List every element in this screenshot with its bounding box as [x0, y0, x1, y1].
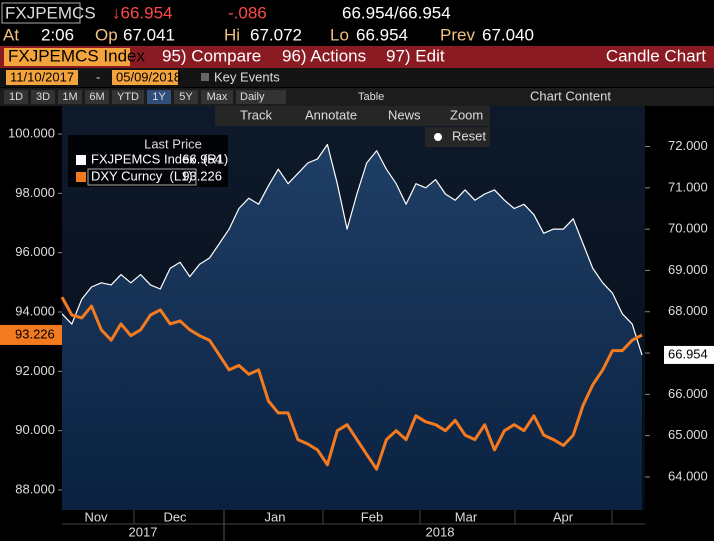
- reset-button[interactable]: [425, 127, 490, 147]
- field-value: 66.954: [356, 25, 408, 44]
- range-separator: -: [96, 69, 100, 84]
- y2-tick-label: 69.000: [668, 262, 708, 277]
- frequency-button[interactable]: [236, 90, 286, 104]
- field-value: 67.040: [482, 25, 534, 44]
- key-events[interactable]: Key Events: [214, 69, 280, 84]
- x-axis-band: [0, 510, 714, 541]
- start-box[interactable]: [6, 70, 78, 85]
- y-tick-label: 96.000: [15, 244, 55, 259]
- menu-bar: [0, 46, 714, 68]
- legend-label: DXY Curncy (L1): [91, 168, 193, 183]
- price-tag: [0, 324, 62, 345]
- legend: [68, 135, 228, 187]
- field-value: 2:06: [41, 25, 74, 44]
- period-label[interactable]: Max: [207, 91, 228, 103]
- period-label[interactable]: 1D: [9, 91, 23, 103]
- year-label: 2017: [129, 524, 158, 539]
- period-button[interactable]: [112, 90, 144, 104]
- y-tick-label: 100.000: [8, 125, 55, 140]
- menu-item[interactable]: 96) Actions: [282, 46, 366, 65]
- y2-tick-label: 66.000: [668, 386, 708, 401]
- legend-swatch: [76, 172, 86, 182]
- x-tick-label: Apr: [553, 509, 574, 524]
- period-button[interactable]: [201, 90, 233, 104]
- tool[interactable]: Annotate: [305, 107, 357, 122]
- legend-value: 93.226: [182, 168, 222, 183]
- y2-tick-label: 70.000: [668, 221, 708, 236]
- legend-title: Last Price: [144, 136, 202, 151]
- chart-content[interactable]: Chart Content: [530, 88, 611, 103]
- period-button[interactable]: [4, 90, 28, 104]
- start-date[interactable]: 11/10/2017: [10, 69, 74, 84]
- field-label: Prev: [440, 25, 475, 44]
- legend-value: 66.954: [182, 151, 222, 166]
- reset-icon[interactable]: [434, 133, 442, 141]
- security[interactable]: FXJPEMCS Index: [8, 46, 145, 65]
- period-label[interactable]: YTD: [117, 91, 139, 103]
- range-bar: [0, 68, 714, 87]
- change: -.086: [228, 3, 267, 22]
- y2-tick-label: 68.000: [668, 303, 708, 318]
- bid-ask: 66.954/66.954: [342, 3, 451, 22]
- ticker: FXJPEMCS: [5, 3, 96, 22]
- period-button[interactable]: [147, 90, 171, 104]
- tool[interactable]: News: [388, 107, 421, 122]
- y-tick-label: 94.000: [15, 303, 55, 318]
- menu-item[interactable]: 97) Edit: [386, 46, 445, 65]
- period-button[interactable]: [174, 90, 198, 104]
- end-date[interactable]: 05/09/2018: [116, 69, 181, 84]
- period-button[interactable]: [58, 90, 82, 104]
- field-label: At: [3, 25, 19, 44]
- field-value: 67.041: [123, 25, 175, 44]
- y2-tick-label: 65.000: [668, 427, 708, 442]
- period-label[interactable]: 5Y: [179, 91, 193, 103]
- menu-item[interactable]: 95) Compare: [162, 46, 261, 65]
- y2-tick-label: 71.000: [668, 179, 708, 194]
- y2-tick-label: 64.000: [668, 468, 708, 483]
- field-label: Op: [95, 25, 118, 44]
- end-box[interactable]: [112, 70, 178, 85]
- reset[interactable]: Reset: [452, 128, 486, 143]
- period-button[interactable]: [31, 90, 55, 104]
- line: [61, 143, 643, 356]
- checkbox[interactable]: [201, 73, 209, 81]
- period-label[interactable]: 3D: [36, 91, 50, 103]
- y2-tick-label: 72.000: [668, 138, 708, 153]
- tool-bar: [215, 106, 490, 126]
- table-button[interactable]: Table: [358, 91, 384, 103]
- y-tick-label: 98.000: [15, 185, 55, 200]
- security-box[interactable]: [4, 48, 130, 66]
- price-tag-label: 93.226: [15, 326, 55, 341]
- x-tick-label: Feb: [361, 509, 383, 524]
- legend-swatch: [76, 155, 86, 165]
- view-name[interactable]: Candle Chart: [606, 46, 706, 65]
- field-value: 67.072: [250, 25, 302, 44]
- x-tick-label: Mar: [455, 509, 478, 524]
- tool[interactable]: Track: [240, 107, 273, 122]
- x-tick-label: Dec: [163, 509, 187, 524]
- price-tag-label: 66.954: [668, 346, 708, 361]
- tool[interactable]: Zoom: [450, 107, 483, 122]
- y-tick-label: 90.000: [15, 422, 55, 437]
- ticker-box: [1, 2, 81, 24]
- frequency[interactable]: Daily: [240, 91, 265, 103]
- price-tag: [664, 345, 714, 364]
- period-button[interactable]: [85, 90, 109, 104]
- area: [62, 144, 642, 510]
- year-label: 2018: [426, 524, 455, 539]
- period-label[interactable]: 1M: [62, 91, 77, 103]
- field-label: Lo: [330, 25, 349, 44]
- field-label: Hi: [224, 25, 240, 44]
- legend-label: FXJPEMCS Index (R1): [91, 151, 228, 166]
- last-price: ↓66.954: [112, 3, 173, 22]
- legend-highlight: [87, 168, 197, 186]
- x-tick-label: Nov: [84, 509, 108, 524]
- period-label[interactable]: 1Y: [152, 91, 166, 103]
- period-label[interactable]: 6M: [89, 91, 104, 103]
- y-tick-label: 92.000: [15, 363, 55, 378]
- line: [60, 296, 643, 471]
- y-tick-label: 88.000: [15, 481, 55, 496]
- x-tick-label: Jan: [265, 509, 286, 524]
